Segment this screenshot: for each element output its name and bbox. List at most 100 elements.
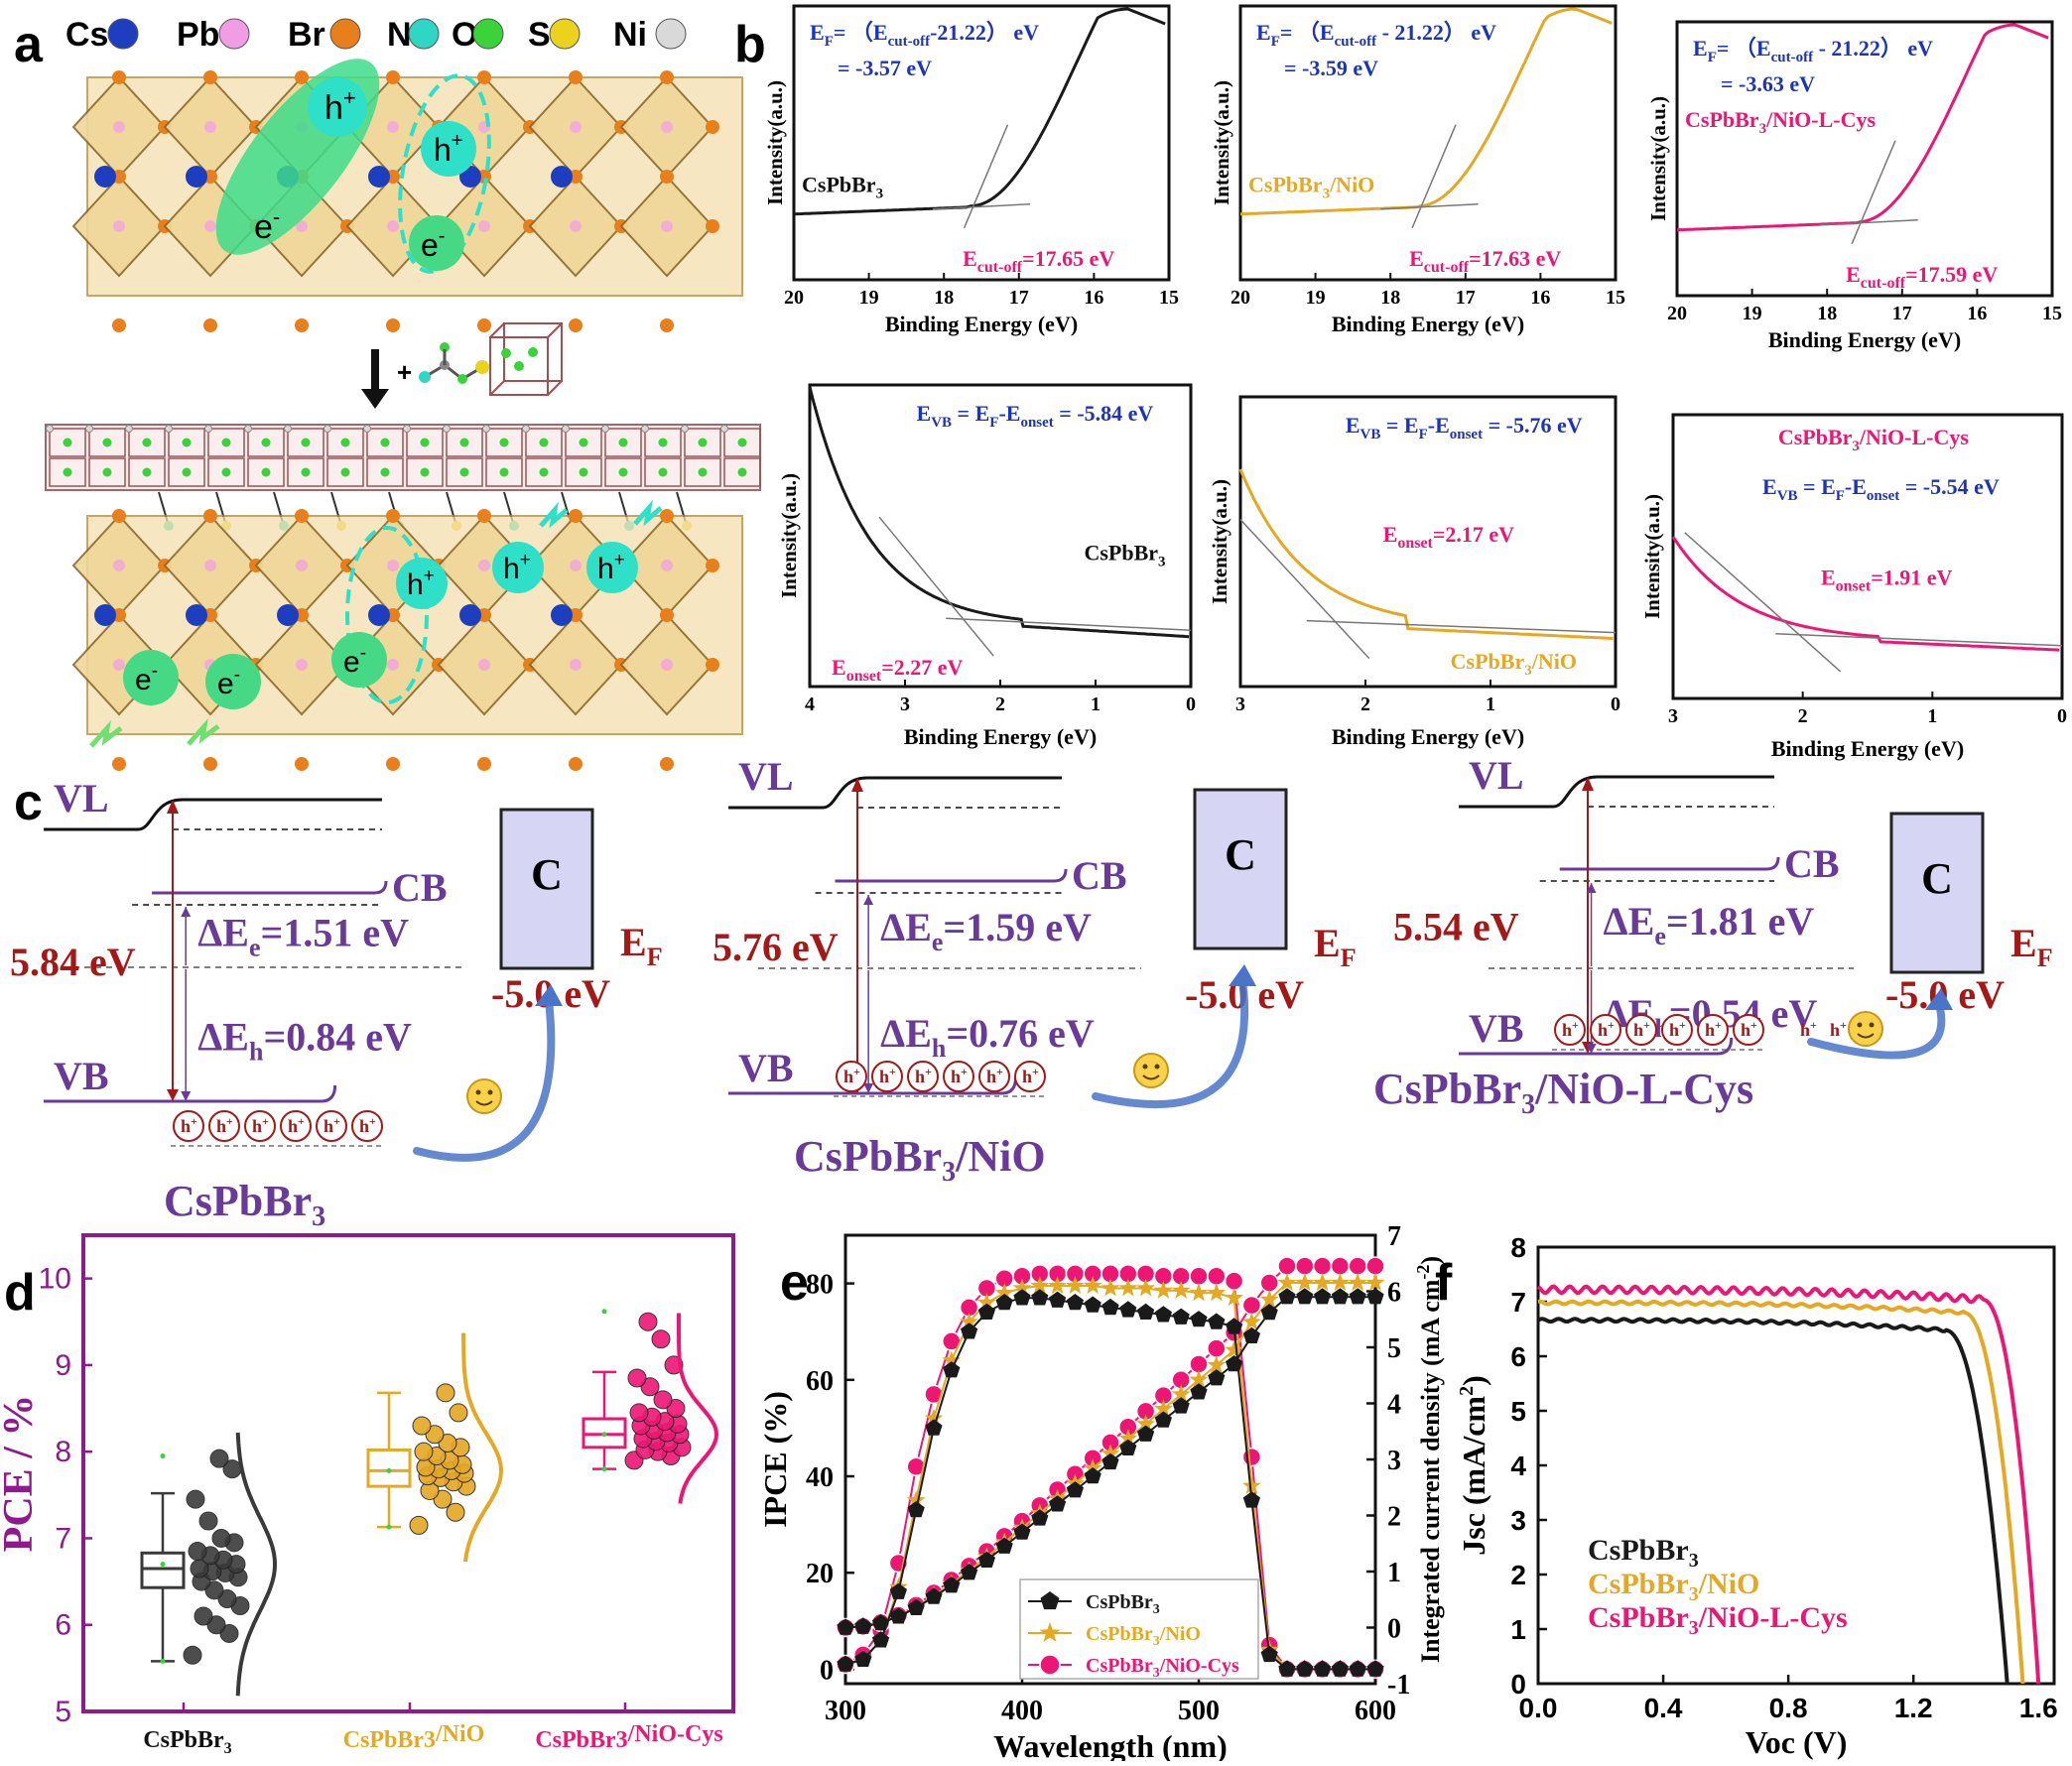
x-tick-label: 16 (1967, 303, 1987, 324)
ef-formula-end: - 21.22） eV (1376, 20, 1496, 45)
panel-a: a Cs Pb Br N O S Ni h+ e- h+ e- + (14, 16, 761, 771)
hole-symbol: h+ (951, 1065, 968, 1086)
ef-subscript: F (647, 943, 663, 971)
marker-pentagon (1031, 1509, 1049, 1526)
marker-pentagon (1208, 1313, 1226, 1329)
o-atom (182, 438, 192, 447)
marker-pentagon (1314, 1660, 1332, 1677)
evb-value: = -5.54 eV (1899, 474, 2000, 499)
o-atom (499, 438, 509, 447)
category-name: CsPbBr (143, 1727, 224, 1753)
jv-legend-label: CsPbBr3/NiO-L-Cys (1588, 1601, 1848, 1639)
legend-name: CsPbBr (1588, 1534, 1689, 1567)
marker-star (1118, 1429, 1138, 1448)
marker-star (1313, 1273, 1332, 1291)
sample-subscript: 3 (1759, 121, 1767, 137)
nio-cell (565, 457, 602, 487)
data-point (627, 1368, 647, 1388)
pb-atom (387, 560, 399, 571)
marker-circle (1207, 1266, 1227, 1287)
category-name: CsPbBr3 (535, 1727, 627, 1753)
hole-letter: h (252, 1116, 262, 1136)
hole-symbol: h+ (1669, 1018, 1686, 1040)
electron-bubble (409, 215, 464, 271)
device-name: CsPbBr (794, 1132, 942, 1181)
hole-circle (316, 1110, 347, 1142)
delta-value: =0.84 eV (263, 1015, 412, 1060)
onset-value: =2.27 eV (881, 655, 963, 680)
br-atom (660, 70, 674, 84)
delta-e-label: ΔEe=1.59 eV (880, 905, 1092, 956)
o-atom (420, 438, 430, 447)
o-atom (301, 467, 311, 477)
hole-extraction-arrow (1092, 976, 1249, 1108)
nio-cell (49, 457, 86, 487)
y-title-main: Jsc (mA/cm (1456, 1396, 1491, 1556)
hole-circle (173, 1110, 204, 1142)
ef-subscript: F (1271, 34, 1280, 50)
nio-cell (326, 457, 364, 487)
ni-atom (403, 425, 411, 433)
nio-cell (168, 457, 205, 487)
hole-symbol: h+ (843, 1065, 860, 1086)
o-atom (102, 467, 112, 477)
marker-pentagon (1296, 1288, 1314, 1305)
pb-atom (387, 659, 399, 671)
hole-symbol: h+ (1705, 1018, 1722, 1040)
hole-letter: h (843, 1067, 853, 1086)
bandgap-value: 5.84 eV (10, 940, 136, 984)
min-marker (386, 1524, 392, 1530)
fermi-label: EF (1314, 921, 1357, 972)
ef-subscript: F (1836, 488, 1845, 504)
o-atom (459, 438, 469, 447)
hole-circle (1661, 1014, 1693, 1046)
o-atom (221, 467, 231, 477)
evb-subscript: VB (1777, 488, 1798, 504)
x-tick-label: CsPbBr3/NiO-Cys (535, 1721, 722, 1753)
pb-atom (204, 121, 216, 133)
electron-bubble-4 (205, 654, 261, 709)
smiley-eye-icon (1142, 1064, 1148, 1070)
br-atom (569, 509, 583, 523)
marker-pentagon (1242, 1326, 1260, 1343)
sample-subscript: 3 (1158, 554, 1166, 569)
legend-label: CsPbBr3/NiO-Cys (1086, 1655, 1239, 1681)
box-group-0: CsPbBr3 (140, 1432, 278, 1757)
conduction-band-line (835, 868, 1068, 883)
x-tick-label: 0 (1186, 694, 1196, 715)
smiley-face-icon (1848, 1011, 1883, 1047)
category-name: CsPbBr3 (343, 1727, 436, 1753)
marker-pentagon (1242, 1491, 1260, 1508)
smiley-mouth-icon (1142, 1074, 1160, 1080)
sample-subscript: 3 (1524, 663, 1532, 679)
br-atom (660, 757, 674, 771)
ups-cutoff-curve (793, 7, 1166, 216)
y2-tick-label: 2 (1387, 1502, 1401, 1533)
hole-label-3: h+ (407, 566, 435, 601)
br-atom (386, 757, 400, 771)
box-mean (386, 1467, 392, 1473)
sample-label: CsPbBr3/NiO (1451, 649, 1577, 679)
br-atom (203, 608, 217, 622)
nio-cell (88, 457, 126, 487)
y-axis-title: Intensity(a.u.) (777, 473, 801, 598)
marker-pentagon (1154, 1411, 1172, 1428)
baseline-fit (1775, 633, 2063, 647)
o-atom (658, 438, 668, 447)
vacuum-level-label: VL (1469, 753, 1524, 798)
cutoff-value: =17.65 eV (1022, 246, 1114, 271)
marker-star (960, 1312, 978, 1330)
ni-atom (46, 425, 54, 433)
pb-atom (570, 220, 582, 232)
br-atom (112, 70, 126, 84)
legend-name: CsPbBr (1086, 1591, 1153, 1613)
marker-pentagon (1296, 1660, 1314, 1677)
marker-star (1030, 1276, 1050, 1294)
x-tick-label: 19 (1306, 287, 1326, 309)
ni-atom (720, 425, 728, 433)
delta-value: =1.81 eV (1666, 899, 1815, 944)
nio-cell (565, 428, 602, 457)
br-atom (203, 70, 217, 84)
br-atom (706, 120, 719, 134)
